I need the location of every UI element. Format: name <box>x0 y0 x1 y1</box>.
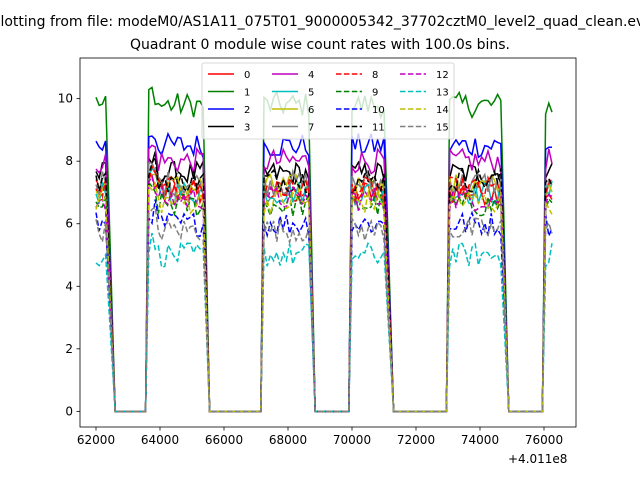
series-line-7 <box>95 161 553 413</box>
legend-label-5: 5 <box>308 88 314 99</box>
figure-suptitle: Plotting from file: modeM0/AS1A11_075T01… <box>0 14 640 30</box>
legend-label-11: 11 <box>372 123 385 134</box>
y-tick-label: 6 <box>65 217 73 231</box>
series-line-6 <box>95 173 553 413</box>
x-axis-offset-label: +4.011e8 <box>508 452 568 466</box>
series-line-0 <box>95 174 553 413</box>
legend-label-13: 13 <box>436 88 449 99</box>
series-line-15 <box>95 205 553 413</box>
series-line-10 <box>95 199 553 413</box>
series-line-5 <box>95 166 553 413</box>
legend-label-9: 9 <box>372 88 378 99</box>
chart-title: Quadrant 0 module wise count rates with … <box>130 37 510 53</box>
axes-frame <box>79 57 577 428</box>
x-tick-label: 66000 <box>205 433 243 447</box>
x-tick-label: 62000 <box>77 433 115 447</box>
legend-label-4: 4 <box>308 70 314 81</box>
series-line-14 <box>95 181 553 413</box>
y-tick-label: 4 <box>65 279 73 293</box>
legend-box <box>201 62 455 140</box>
y-tick-label: 10 <box>58 92 73 106</box>
legend-label-6: 6 <box>308 105 314 116</box>
series-line-11 <box>95 155 553 413</box>
series-line-4 <box>95 144 553 413</box>
x-tick-label: 68000 <box>269 433 307 447</box>
x-tick-label: 76000 <box>525 433 563 447</box>
legend-label-1: 1 <box>244 88 250 99</box>
legend-label-7: 7 <box>308 123 314 134</box>
series-line-9 <box>95 180 553 413</box>
y-tick-label: 2 <box>65 342 73 356</box>
x-tick-label: 64000 <box>141 433 179 447</box>
legend-label-3: 3 <box>244 123 250 134</box>
x-tick-label: 74000 <box>461 433 499 447</box>
y-tick-label: 0 <box>65 404 73 418</box>
series-line-2 <box>95 131 552 413</box>
legend-label-2: 2 <box>244 105 250 116</box>
x-tick-label: 72000 <box>397 433 435 447</box>
legend-label-15: 15 <box>436 123 449 134</box>
legend-label-12: 12 <box>436 70 449 81</box>
legend-label-14: 14 <box>436 105 449 116</box>
x-tick-label: 70000 <box>333 433 371 447</box>
series-line-13 <box>95 232 553 413</box>
series-line-12 <box>95 174 553 413</box>
legend-label-0: 0 <box>244 70 250 81</box>
legend-label-10: 10 <box>372 105 385 116</box>
legend-label-8: 8 <box>372 70 378 81</box>
y-tick-label: 8 <box>65 154 73 168</box>
